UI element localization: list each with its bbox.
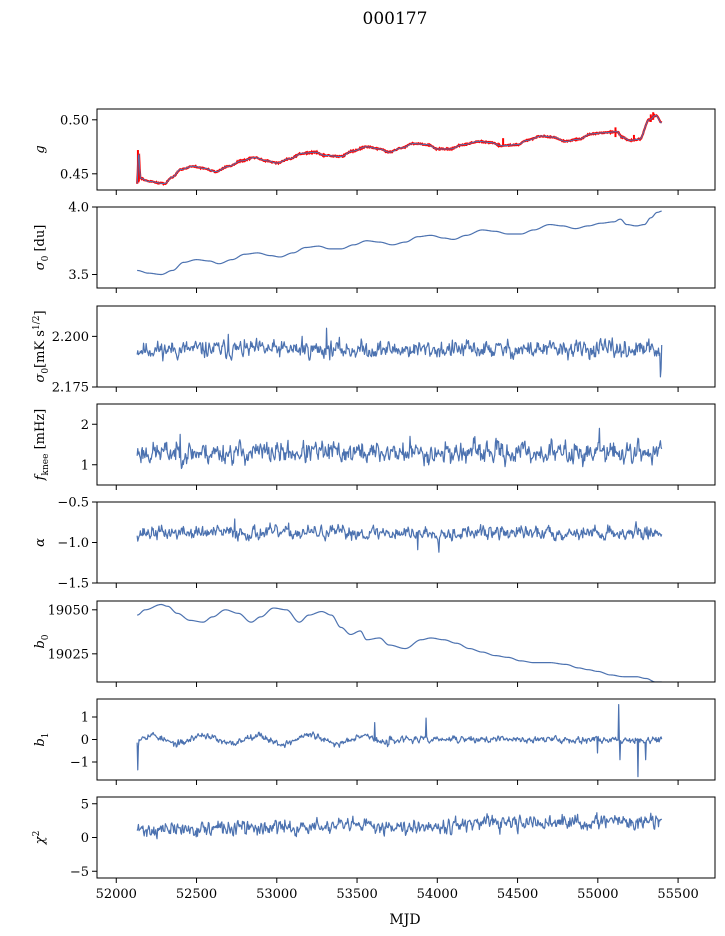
panel-chi2: −5 0 5 χ2 bbox=[32, 796, 716, 883]
series-sigma0 bbox=[137, 210, 662, 276]
y-tick-label: 19050 bbox=[48, 603, 89, 618]
y-axis-label: χ2 bbox=[32, 831, 48, 846]
series-g-smooth bbox=[136, 115, 662, 185]
x-tick-label: 53500 bbox=[336, 887, 377, 902]
y-tick-label: −5 bbox=[70, 865, 89, 880]
panel-b1: −1 0 1 b1 bbox=[33, 698, 716, 785]
y-tick-label: 0.45 bbox=[60, 167, 89, 182]
y-tick-label: 1 bbox=[81, 711, 89, 726]
panel-b0: 19025 19050 b0 bbox=[33, 600, 716, 687]
y-tick-label: 0.50 bbox=[60, 113, 89, 128]
panel-sigma0: 3.5 4.0 σ0 [du] bbox=[33, 201, 716, 293]
y-tick-label: −1 bbox=[70, 756, 89, 771]
axes-frame bbox=[96, 796, 716, 879]
axes-frame bbox=[96, 206, 716, 289]
x-tick-label: 53000 bbox=[256, 887, 297, 902]
y-tick-label: −0.5 bbox=[57, 496, 89, 511]
series-g-raw bbox=[136, 113, 663, 186]
y-tick-label: 3.5 bbox=[68, 268, 89, 283]
y-tick-label: 1 bbox=[81, 458, 89, 473]
series-fknee bbox=[136, 427, 663, 470]
y-axis-label: α bbox=[33, 538, 48, 547]
y-axis-label: σ0 [du] bbox=[33, 225, 51, 271]
axes-frame bbox=[96, 108, 716, 191]
figure-title: 000177 bbox=[363, 9, 428, 29]
x-tick-label: 54500 bbox=[497, 887, 538, 902]
x-tick-label: 52500 bbox=[176, 887, 217, 902]
y-axis-label: fknee [mHz] bbox=[33, 409, 51, 482]
series-chi2 bbox=[136, 812, 663, 840]
y-axis-label: b1 bbox=[33, 732, 51, 746]
y-tick-label: 4.0 bbox=[68, 201, 89, 216]
panel-alpha: −1.5 −1.0 −0.5 α bbox=[33, 496, 716, 592]
y-axis-label: b0 bbox=[33, 634, 51, 648]
x-tick-label: 55500 bbox=[657, 887, 698, 902]
series-b0 bbox=[137, 603, 662, 682]
panel-fknee: 1 2 fknee [mHz] bbox=[33, 403, 716, 490]
axes-frame bbox=[96, 501, 716, 584]
axes-frame bbox=[96, 403, 716, 486]
axes-frame bbox=[96, 305, 716, 388]
x-axis: 52000 52500 53000 53500 54000 54500 55000 55500 bbox=[96, 887, 699, 902]
series-sigma0_mks bbox=[136, 327, 663, 378]
x-tick-label: 55000 bbox=[577, 887, 618, 902]
y-tick-label: 2.175 bbox=[52, 381, 89, 396]
y-tick-label: 2.200 bbox=[52, 330, 89, 345]
y-axis-label: σ0[mK s1/2] bbox=[32, 310, 51, 382]
panel-g: 0.45 0.50 g bbox=[33, 108, 716, 195]
axes-frame bbox=[96, 600, 716, 683]
y-tick-label: 0 bbox=[81, 733, 89, 748]
y-tick-label: −1.5 bbox=[57, 577, 89, 592]
series-alpha bbox=[136, 518, 663, 553]
y-tick-label: 19025 bbox=[48, 647, 89, 662]
x-tick-label: 52000 bbox=[96, 887, 137, 902]
y-tick-label: 2 bbox=[81, 418, 89, 433]
y-tick-label: −1.0 bbox=[57, 536, 89, 551]
x-tick-label: 54000 bbox=[417, 887, 458, 902]
y-tick-label: 0 bbox=[81, 831, 89, 846]
y-tick-label: 5 bbox=[81, 797, 89, 812]
x-axis-label: MJD bbox=[389, 912, 420, 928]
series-b1 bbox=[136, 704, 663, 778]
y-axis-label: g bbox=[33, 145, 48, 153]
